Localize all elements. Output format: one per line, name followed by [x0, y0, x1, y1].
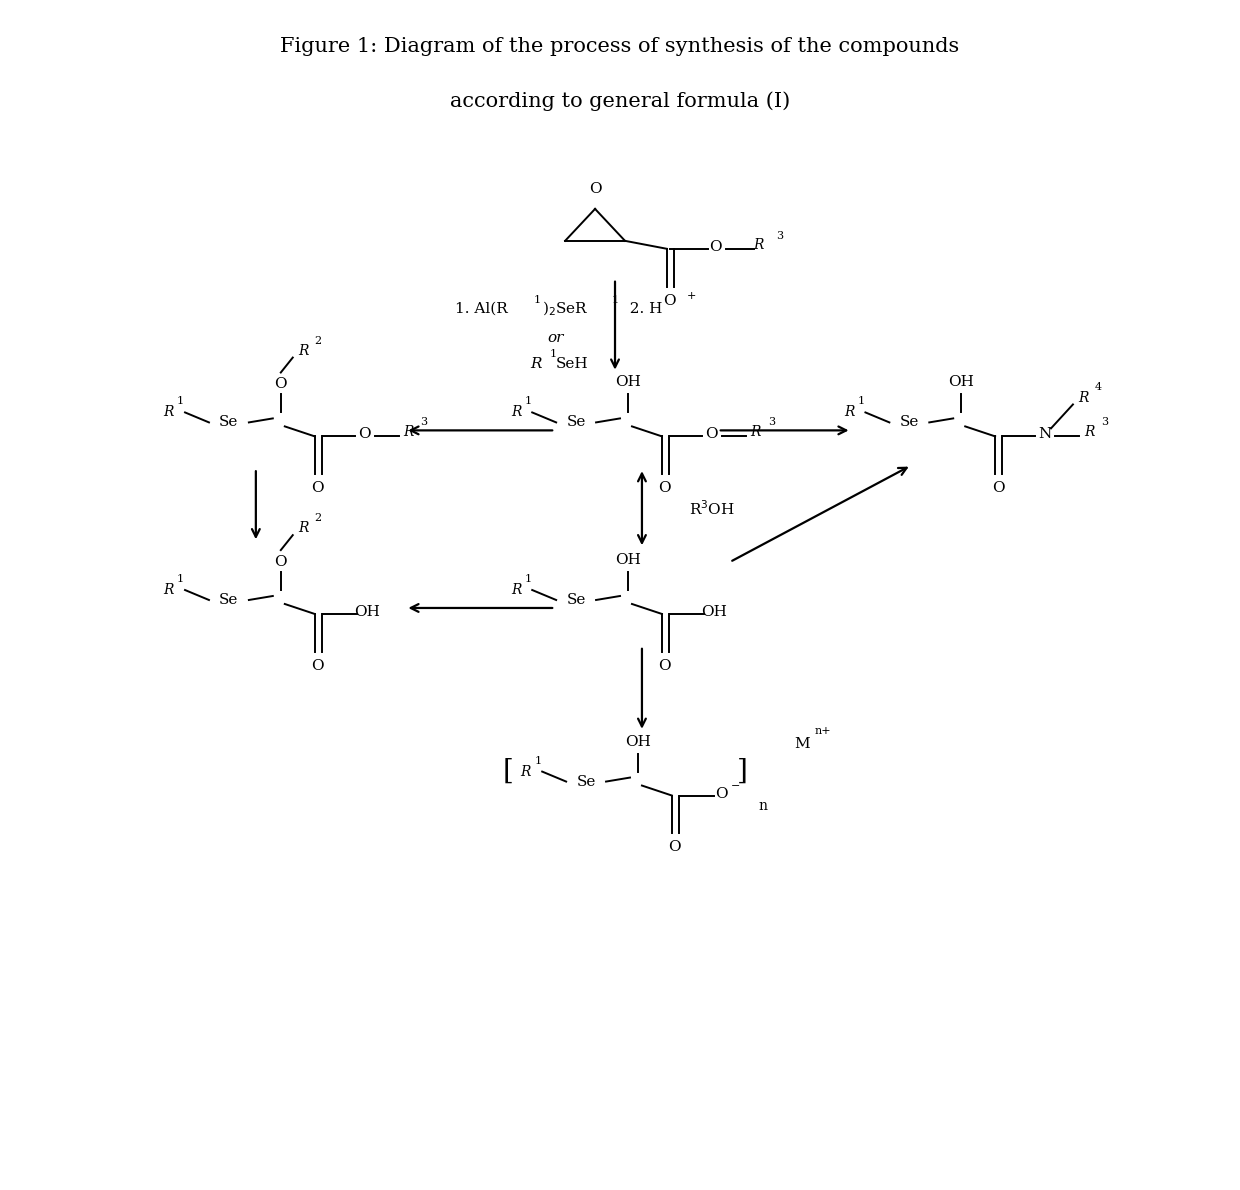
Text: O: O [311, 659, 324, 672]
Text: +: + [687, 290, 696, 301]
Text: R: R [511, 583, 521, 597]
Text: 1: 1 [533, 295, 541, 305]
Text: R: R [754, 238, 764, 252]
Text: Se: Se [219, 415, 238, 430]
Text: R: R [164, 583, 174, 597]
Text: according to general formula (I): according to general formula (I) [450, 92, 790, 111]
Text: )$_2$SeR: )$_2$SeR [542, 300, 589, 318]
Text: R: R [521, 765, 531, 778]
Text: O: O [358, 427, 371, 441]
Text: OH: OH [615, 376, 641, 389]
Text: O: O [589, 182, 601, 196]
Text: R: R [844, 406, 854, 419]
Text: OH: OH [625, 734, 651, 749]
Text: Se: Se [567, 593, 585, 607]
Text: OH: OH [615, 553, 641, 568]
Text: R: R [1084, 425, 1095, 439]
Text: Figure 1: Diagram of the process of synthesis of the compounds: Figure 1: Diagram of the process of synt… [280, 37, 960, 56]
Text: 3: 3 [776, 231, 782, 240]
Text: O: O [706, 427, 718, 441]
Text: OH: OH [949, 376, 975, 389]
Text: 1: 1 [177, 574, 185, 584]
Text: 1: 1 [525, 574, 532, 584]
Text: O: O [274, 377, 288, 392]
Text: ]: ] [738, 758, 748, 785]
Text: R: R [531, 357, 542, 370]
Text: R: R [298, 521, 309, 536]
Text: 1: 1 [549, 349, 557, 358]
Text: O: O [663, 294, 676, 308]
Text: R$^3$OH: R$^3$OH [689, 499, 734, 518]
Text: n: n [758, 798, 768, 813]
Text: Se: Se [567, 415, 585, 430]
Text: O: O [709, 240, 722, 253]
Text: O: O [715, 787, 728, 801]
Text: N: N [1038, 427, 1052, 441]
Text: O: O [311, 481, 324, 495]
Text: R: R [750, 425, 761, 439]
Text: Se: Se [900, 415, 919, 430]
Text: SeH: SeH [557, 357, 589, 370]
Text: R: R [511, 406, 521, 419]
Text: 4: 4 [1095, 382, 1102, 393]
Text: 2: 2 [315, 336, 322, 345]
Text: O: O [274, 555, 288, 569]
Text: [: [ [503, 758, 513, 785]
Text: O: O [668, 840, 681, 854]
Text: 3: 3 [420, 418, 428, 427]
Text: M: M [795, 737, 810, 751]
Text: 1: 1 [857, 396, 864, 407]
Text: 3: 3 [768, 418, 775, 427]
Text: 1: 1 [613, 295, 619, 305]
Text: Se: Se [577, 775, 595, 789]
Text: 1: 1 [177, 396, 185, 407]
Text: R: R [298, 344, 309, 357]
Text: O: O [658, 659, 671, 672]
Text: R: R [403, 425, 414, 439]
Text: O: O [658, 481, 671, 495]
Text: 1: 1 [525, 396, 532, 407]
Text: 1. Al(R: 1. Al(R [455, 302, 508, 315]
Text: O: O [992, 481, 1004, 495]
Text: 3: 3 [1101, 418, 1109, 427]
Text: 2. H: 2. H [620, 302, 662, 315]
Text: −: − [732, 781, 740, 790]
Text: OH: OH [701, 605, 727, 619]
Text: 2: 2 [315, 513, 322, 524]
Text: or: or [547, 331, 563, 345]
Text: R: R [164, 406, 174, 419]
Text: n+: n+ [815, 726, 831, 735]
Text: Se: Se [219, 593, 238, 607]
Text: 1: 1 [534, 756, 542, 765]
Text: R: R [1078, 392, 1089, 406]
Text: OH: OH [353, 605, 379, 619]
